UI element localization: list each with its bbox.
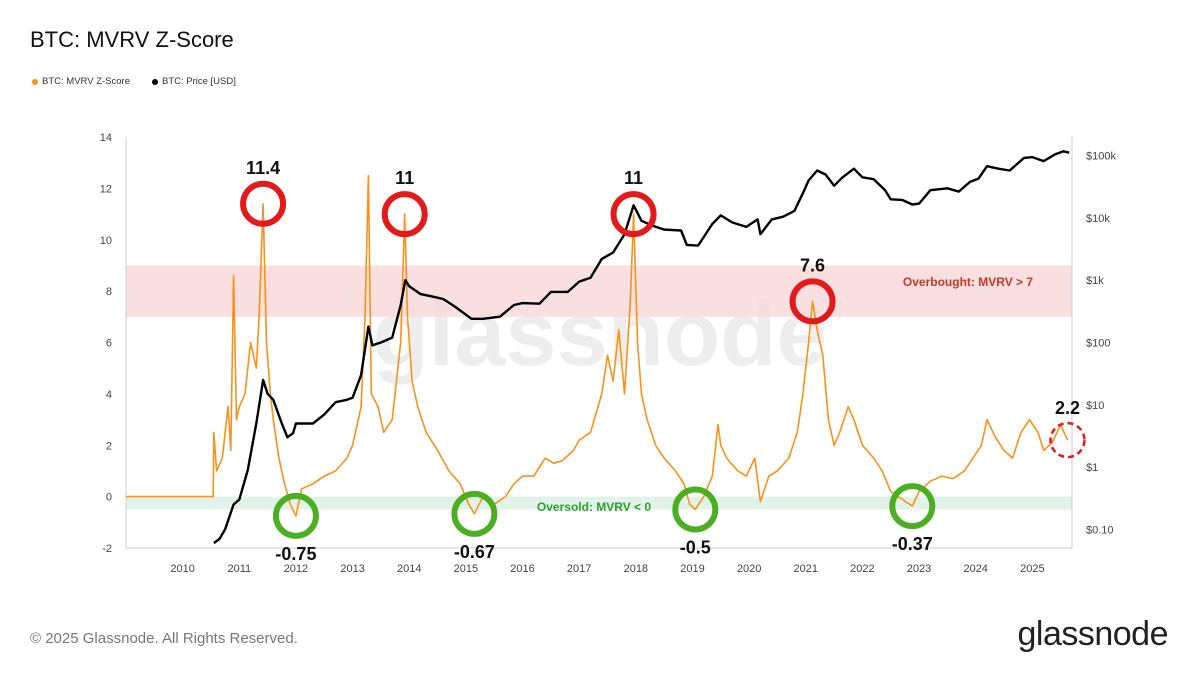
y-left-tick-label: -2 — [102, 543, 112, 555]
band-label: Overbought: MVRV > 7 — [903, 275, 1033, 289]
band-0 — [126, 265, 1072, 317]
copyright-text: © 2025 Glassnode. All Rights Reserved. — [30, 630, 298, 647]
y-left-tick-label: 0 — [106, 492, 112, 504]
x-tick-label: 2011 — [227, 563, 251, 575]
legend-item-mvrv[interactable]: BTC: MVRV Z-Score — [32, 76, 130, 87]
legend-label-price: BTC: Price [USD] — [161, 76, 236, 87]
peak-label: 11 — [624, 168, 643, 188]
peak-marker-circle — [789, 278, 836, 325]
x-tick-label: 2015 — [454, 563, 478, 575]
x-tick-label: 2010 — [170, 563, 194, 575]
x-tick-label: 2017 — [567, 563, 591, 575]
x-tick-label: 2016 — [510, 563, 534, 575]
y-left-tick-label: 14 — [100, 132, 112, 144]
x-tick-label: 2020 — [737, 563, 761, 575]
trough-marker-circle — [672, 486, 719, 533]
y-left-tick-label: 8 — [106, 286, 112, 298]
peak-marker-circle — [381, 191, 428, 238]
trough-label: -0.67 — [454, 542, 495, 562]
y-left-tick-label: 6 — [106, 338, 112, 350]
x-tick-label: 2013 — [340, 563, 364, 575]
y-left-tick-label: 2 — [106, 440, 112, 452]
current-marker-circle — [1049, 421, 1086, 459]
peak-marker-circle — [610, 191, 657, 238]
peak-marker-circle — [240, 180, 287, 227]
trough-label: -0.75 — [275, 544, 316, 564]
trough-marker-circle — [889, 483, 936, 530]
legend-marker-price — [151, 78, 158, 85]
y-right-tick-label: $10 — [1086, 400, 1104, 412]
chart-title: BTC: MVRV Z-Score — [30, 27, 234, 52]
y-right-tick-label: $1 — [1086, 462, 1098, 474]
trough-marker-circle — [272, 492, 319, 539]
y-left-tick-label: 4 — [106, 389, 112, 401]
series-line-mvrv — [126, 174, 1069, 517]
trough-label: -0.5 — [680, 537, 711, 557]
trough-marker-circle — [451, 490, 498, 537]
y-right-tick-label: $1k — [1086, 275, 1104, 287]
y-right-tick-label: $0.10 — [1086, 524, 1114, 536]
x-tick-label: 2019 — [680, 563, 704, 575]
x-tick-label: 2022 — [850, 563, 874, 575]
x-tick-label: 2024 — [963, 563, 987, 575]
y-right-tick-label: $10k — [1086, 213, 1110, 225]
y-right-tick-label: $100 — [1086, 338, 1110, 350]
peak-label: 7.6 — [800, 255, 825, 275]
legend-label-mvrv: BTC: MVRV Z-Score — [42, 76, 130, 87]
peak-label: 11.4 — [246, 158, 280, 178]
y-right-tick-label: $100k — [1086, 151, 1116, 163]
brand-logo: glassnode — [1017, 615, 1168, 653]
x-tick-label: 2025 — [1020, 563, 1044, 575]
x-tick-label: 2023 — [907, 563, 931, 575]
y-left-tick-label: 12 — [100, 183, 112, 195]
band-label: Oversold: MVRV < 0 — [537, 500, 651, 514]
legend-item-price[interactable]: BTC: Price [USD] — [151, 76, 236, 87]
y-left-tick-label: 10 — [100, 235, 112, 247]
x-tick-label: 2021 — [794, 563, 818, 575]
current-label: 2.2 — [1055, 398, 1080, 418]
band-1 — [126, 496, 1072, 510]
legend: BTC: MVRV Z-Score BTC: Price [USD] — [32, 76, 236, 87]
x-tick-label: 2012 — [284, 563, 308, 575]
x-tick-label: 2014 — [397, 563, 421, 575]
trough-label: -0.37 — [892, 534, 933, 554]
peak-label: 11 — [395, 168, 414, 188]
x-tick-label: 2018 — [624, 563, 648, 575]
legend-marker-mvrv — [32, 78, 38, 85]
